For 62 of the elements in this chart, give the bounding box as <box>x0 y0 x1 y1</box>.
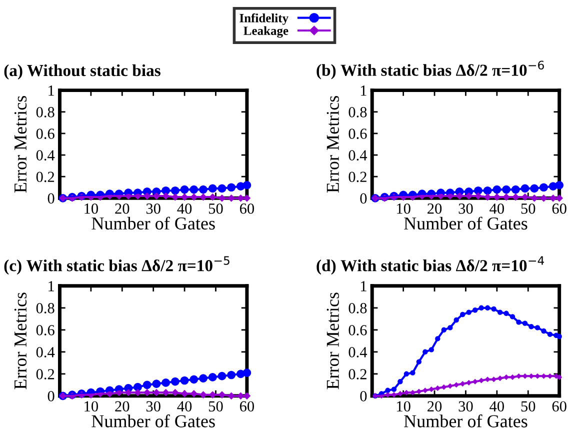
legend-label: Leakage <box>244 26 288 38</box>
y-axis-title: Error Metrics <box>14 292 27 390</box>
y-tick-label: 0.6 <box>36 128 54 139</box>
y-tick-label: 0.8 <box>36 107 54 118</box>
x-tick-label: 50 <box>208 401 223 412</box>
y-tick-label: 0 <box>360 391 367 402</box>
x-tick-label: 30 <box>458 401 473 412</box>
x-tick-label: 10 <box>397 401 410 412</box>
y-tick-label: 0.8 <box>36 303 54 314</box>
x-tick-label: 40 <box>490 401 504 412</box>
x-tick-label: 20 <box>428 401 442 412</box>
x-tick-label: 60 <box>240 401 254 412</box>
y-tick-label: 0.2 <box>348 172 366 182</box>
chart-title: (a) Without static bias <box>4 64 160 80</box>
y-axis-title: Error Metrics <box>14 96 27 193</box>
x-tick-label: 60 <box>552 401 566 412</box>
y-tick-label: 0.6 <box>348 128 367 139</box>
y-tick-label: 0.4 <box>36 347 55 358</box>
y-tick-label: 0.2 <box>36 172 54 182</box>
x-axis-title: Number of Gates <box>92 414 215 428</box>
x-tick-label: 10 <box>397 203 410 214</box>
x-tick-label: 60 <box>552 203 566 214</box>
chart-title: (d) With static bias Δδ/2 π=10$^{−4}$ <box>316 256 544 275</box>
x-tick-label: 60 <box>240 203 254 214</box>
x-tick-label: 30 <box>458 203 473 214</box>
y-tick-label: 0 <box>48 391 54 402</box>
x-tick-label: 10 <box>84 401 98 412</box>
x-tick-label: 40 <box>177 401 192 412</box>
y-tick-label: 1 <box>48 281 54 292</box>
chart-title: (b) With static bias Δδ/2 π=10$^{−6}$ <box>316 60 544 80</box>
y-tick-label: 0.8 <box>348 303 367 314</box>
x-tick-label: 50 <box>521 203 536 214</box>
y-tick-label: 0.4 <box>348 347 368 358</box>
y-tick-label: 0 <box>48 193 54 204</box>
x-tick-label: 20 <box>115 401 130 412</box>
y-tick-label: 0.6 <box>348 325 367 336</box>
y-axis-title: Error Metrics <box>326 292 339 390</box>
x-tick-label: 40 <box>490 203 504 214</box>
y-tick-label: 0.2 <box>36 369 54 380</box>
y-tick-label: 0.8 <box>348 107 367 118</box>
y-tick-label: 0.4 <box>348 150 368 161</box>
x-tick-label: 20 <box>115 203 130 214</box>
y-tick-label: 1 <box>360 281 366 292</box>
x-tick-label: 40 <box>177 203 192 214</box>
x-tick-label: 30 <box>146 203 160 214</box>
x-tick-label: 50 <box>521 401 536 412</box>
y-tick-label: 0.4 <box>36 150 55 161</box>
y-tick-label: 0 <box>360 193 367 204</box>
x-tick-label: 50 <box>208 203 223 214</box>
y-tick-label: 0.6 <box>36 325 54 336</box>
x-axis-title: Number of Gates <box>404 414 528 428</box>
y-tick-label: 1 <box>48 86 54 96</box>
x-axis-title: Number of Gates <box>404 216 528 230</box>
y-tick-label: 0.2 <box>348 369 366 380</box>
x-axis-title: Number of Gates <box>92 216 215 230</box>
y-tick-label: 1 <box>360 86 366 96</box>
legend-label: Infidelity <box>240 13 288 25</box>
x-tick-label: 20 <box>428 203 442 214</box>
y-axis-title: Error Metrics <box>326 96 339 193</box>
x-tick-label: 30 <box>146 401 160 412</box>
x-tick-label: 10 <box>84 203 98 214</box>
chart-title: (c) With static bias Δδ/2 π=10$^{−5}$ <box>4 256 230 275</box>
